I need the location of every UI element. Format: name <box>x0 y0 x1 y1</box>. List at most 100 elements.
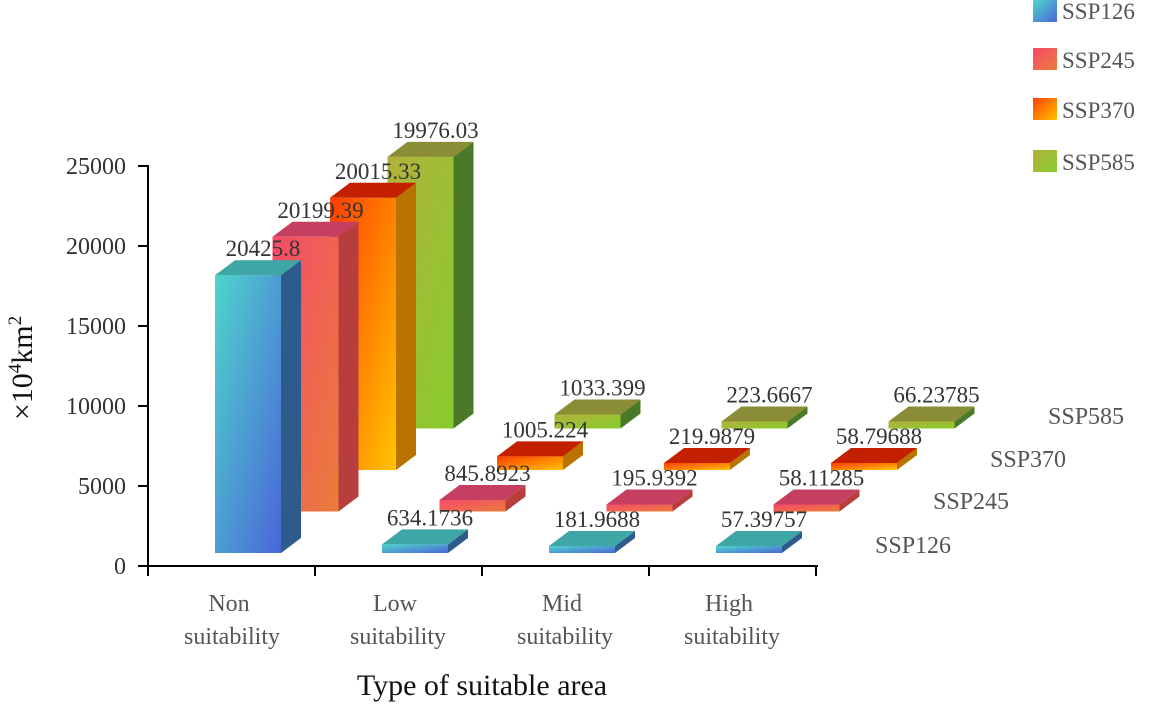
bar-top-ssp245-3 <box>773 489 860 505</box>
bar-ssp126-1 <box>382 529 468 553</box>
bar-side-ssp585-2 <box>787 406 808 429</box>
bar-top-ssp585-2 <box>721 406 808 422</box>
value-label-ssp245-2: 195.9392 <box>611 466 697 491</box>
bar-side-ssp245-1 <box>505 484 526 512</box>
legend-swatch-ssp126 <box>1033 0 1057 22</box>
bar-top-ssp585-0 <box>387 141 474 157</box>
category-label-high: High suitability <box>684 591 780 650</box>
bar-top-ssp585-3 <box>888 406 975 422</box>
bar-side-ssp245-3 <box>839 489 860 512</box>
y-tick-label-0: 0 <box>114 554 126 580</box>
x-axis: Non suitability Low suitability Mid suit… <box>147 565 818 650</box>
y-tick-label-20000: 20000 <box>66 234 126 260</box>
depth-label-ssp585: SSP585 <box>1048 404 1124 430</box>
bar-side-ssp245-2 <box>672 489 693 512</box>
bar-front-ssp245-1 <box>439 499 506 512</box>
value-label-ssp126-0: 20425.8 <box>226 236 301 261</box>
bar-top-ssp126-3 <box>716 531 802 546</box>
value-label-ssp585-1: 1033.399 <box>559 375 645 400</box>
category-label-non: Non suitability <box>184 591 280 650</box>
legend-item-ssp245[interactable]: SSP245 <box>1033 48 1135 73</box>
bar-ssp126-2 <box>549 531 635 553</box>
bars <box>215 141 975 553</box>
value-label-ssp126-1: 634.1736 <box>387 505 473 530</box>
bar-top-ssp370-3 <box>831 448 917 463</box>
bar-side-ssp370-2 <box>730 448 750 470</box>
legend-item-ssp585[interactable]: SSP585 <box>1033 150 1135 175</box>
bar-ssp245-3 <box>773 489 860 512</box>
bar-top-ssp126-1 <box>382 529 468 545</box>
legend-item-ssp126[interactable]: SSP126 <box>1033 0 1135 24</box>
value-label-ssp585-3: 66.23785 <box>893 383 979 408</box>
legend-item-ssp370[interactable]: SSP370 <box>1033 98 1135 123</box>
bar-side-ssp585-3 <box>954 406 975 429</box>
value-labels: 20425.8 634.1736 181.9688 57.39757 20199.39 8… <box>226 118 980 532</box>
legend-label-ssp126: SSP126 <box>1062 0 1135 24</box>
y-tick-label-10000: 10000 <box>66 394 126 420</box>
bar-top-ssp370-1 <box>497 441 583 457</box>
bar-ssp585-3 <box>888 406 975 429</box>
bar-front-ssp245-3 <box>773 504 840 512</box>
depth-label-ssp370: SSP370 <box>990 447 1066 473</box>
bar-front-ssp585-1 <box>554 414 621 429</box>
bar-front-ssp585-3 <box>888 421 955 429</box>
legend-label-ssp585: SSP585 <box>1062 150 1135 175</box>
legend-swatch-ssp245 <box>1033 48 1057 70</box>
y-tick-label-25000: 25000 <box>66 154 126 180</box>
bar-front-ssp126-1 <box>382 544 448 553</box>
bar-front-ssp126-2 <box>549 546 615 553</box>
value-label-ssp245-1: 845.8923 <box>444 461 530 486</box>
legend-swatch-ssp370 <box>1033 98 1057 120</box>
value-label-ssp245-3: 58.11285 <box>779 466 864 491</box>
bar-top-ssp585-1 <box>554 399 641 415</box>
value-label-ssp585-2: 223.6667 <box>726 383 812 408</box>
bar-top-ssp370-2 <box>664 448 750 463</box>
bar-ssp126-0 <box>215 260 301 553</box>
bar-side-ssp585-0 <box>453 141 474 429</box>
bar-front-ssp126-0 <box>215 275 281 553</box>
bar-side-ssp245-0 <box>338 221 359 512</box>
bar-front-ssp370-2 <box>664 463 730 470</box>
bar-ssp370-1 <box>497 441 583 470</box>
value-label-ssp126-3: 57.39757 <box>721 507 807 532</box>
y-tick-label-15000: 15000 <box>66 314 126 340</box>
bar-top-ssp245-2 <box>606 489 693 505</box>
bar-top-ssp370-0 <box>330 182 416 198</box>
bar-side-ssp370-0 <box>396 182 416 471</box>
x-axis-title: Type of suitable area <box>357 669 607 702</box>
bar-front-ssp245-2 <box>606 504 673 512</box>
bar-top-ssp245-0 <box>272 221 359 237</box>
depth-axis-labels: SSP585 SSP370 SSP245 SSP126 <box>875 404 1124 559</box>
bar-side-ssp585-1 <box>620 399 641 429</box>
bar-front-ssp585-2 <box>721 421 788 429</box>
category-label-low: Low suitability <box>350 591 446 650</box>
bar-side-ssp370-3 <box>897 448 917 470</box>
bar-front-ssp370-3 <box>831 463 897 470</box>
legend-swatch-ssp585 <box>1033 150 1057 172</box>
bar-side-ssp126-0 <box>281 260 301 553</box>
legend-label-ssp245: SSP245 <box>1062 48 1135 73</box>
bar-ssp126-3 <box>716 531 802 553</box>
bar-front-ssp126-3 <box>716 546 782 553</box>
bar-top-ssp126-2 <box>549 531 635 546</box>
y-axis-title: ×104km2 <box>5 316 39 420</box>
value-label-ssp370-3: 58.79688 <box>836 424 922 449</box>
bar-ssp370-2 <box>664 448 750 470</box>
bar-ssp585-0 <box>387 141 474 429</box>
bar-ssp245-1 <box>439 484 526 512</box>
legend: SSP126 SSP245 SSP370 SSP585 <box>1033 0 1135 175</box>
value-label-ssp245-0: 20199.39 <box>277 198 363 223</box>
bar-front-ssp370-1 <box>497 456 563 470</box>
bar-side-ssp126-3 <box>782 531 802 553</box>
value-label-ssp370-2: 219.9879 <box>669 424 755 449</box>
value-label-ssp370-1: 1005.224 <box>502 417 589 442</box>
bar-ssp585-1 <box>554 399 641 429</box>
bar-side-ssp126-2 <box>615 531 635 553</box>
bar-ssp245-2 <box>606 489 693 512</box>
depth-label-ssp245: SSP245 <box>933 489 1009 515</box>
y-tick-label-5000: 5000 <box>78 474 126 500</box>
y-axis: 0 5000 10000 15000 20000 25000 <box>66 154 149 580</box>
bar-ssp585-2 <box>721 406 808 429</box>
bar-side-ssp370-1 <box>563 441 583 470</box>
